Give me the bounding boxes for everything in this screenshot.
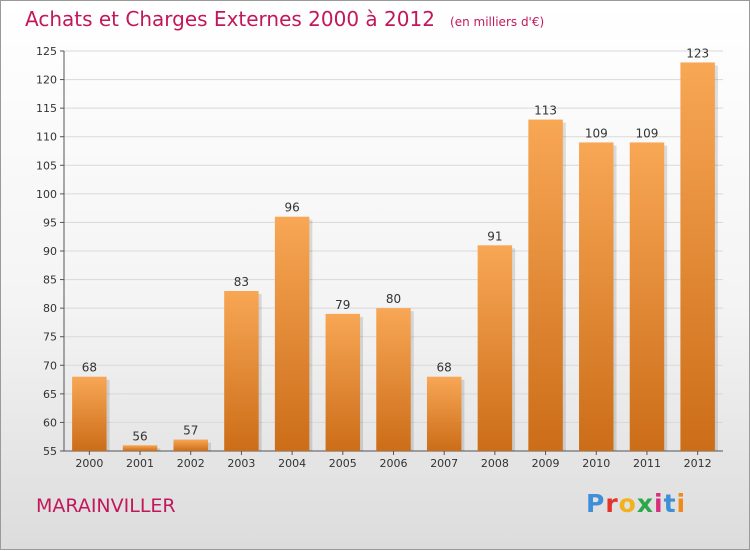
value-label-2012: 123 — [686, 46, 709, 60]
y-tick-label: 120 — [36, 74, 57, 87]
value-label-2000: 68 — [82, 361, 97, 375]
y-tick-label: 55 — [43, 445, 57, 458]
value-label-2009: 113 — [534, 104, 557, 118]
logo-letter: i — [676, 489, 687, 518]
value-label-2003: 83 — [234, 275, 249, 289]
y-tick-label: 110 — [36, 131, 57, 144]
x-tick-label-2005: 2005 — [329, 457, 357, 470]
proxiti-logo: Proxiti — [586, 489, 686, 518]
x-tick-label-2012: 2012 — [684, 457, 712, 470]
logo-letter: o — [618, 489, 637, 518]
x-tick-label-2007: 2007 — [430, 457, 458, 470]
y-tick-label: 60 — [43, 416, 57, 429]
bar-2008 — [477, 245, 513, 451]
y-tick-label: 115 — [36, 102, 57, 115]
logo-letter: t — [663, 489, 677, 518]
bar-2011 — [629, 142, 665, 451]
x-tick-label-2010: 2010 — [582, 457, 610, 470]
x-tick-label-2001: 2001 — [126, 457, 154, 470]
bar-2002 — [173, 439, 208, 451]
y-tick-label: 85 — [43, 274, 57, 287]
y-tick-label: 70 — [43, 359, 57, 372]
labels: 68 2000 56 2001 57 2002 83 2003 96 2004 79 2005 80 20… — [75, 46, 711, 470]
bar-2010 — [579, 142, 614, 451]
y-tick-label: 75 — [43, 331, 57, 344]
chart-title: Achats et Charges Externes 2000 à 2012 (… — [25, 7, 544, 31]
bar-2000 — [72, 376, 107, 451]
x-tick-label-2004: 2004 — [278, 457, 306, 470]
value-label-2006: 80 — [386, 292, 401, 306]
y-tick-label: 90 — [43, 245, 57, 258]
bars — [72, 62, 718, 452]
chart-unit: (en milliers d'€) — [450, 15, 545, 29]
value-label-2010: 109 — [585, 126, 608, 140]
bar-2005 — [325, 313, 361, 451]
x-tick-label-2000: 2000 — [75, 457, 103, 470]
bar-2001 — [122, 445, 158, 451]
value-label-2001: 56 — [132, 429, 147, 443]
x-tick-label-2008: 2008 — [481, 457, 509, 470]
bar-2004 — [274, 216, 310, 451]
bar-2012 — [680, 62, 715, 452]
x-tick-label-2002: 2002 — [177, 457, 205, 470]
logo-letter: i — [654, 489, 664, 518]
bar-2007 — [426, 376, 462, 451]
logo-letter: P — [586, 489, 606, 518]
x-tick-label-2009: 2009 — [532, 457, 560, 470]
y-tick-label: 65 — [43, 388, 57, 401]
y-tick-label: 95 — [43, 216, 57, 229]
bar-2006 — [376, 308, 411, 451]
logo-letter: x — [636, 489, 654, 518]
value-label-2007: 68 — [437, 361, 452, 375]
commune-name: MARAINVILLER — [36, 495, 176, 517]
logo-letter: r — [605, 489, 619, 518]
y-tick-label: 100 — [36, 188, 57, 201]
value-label-2008: 91 — [487, 229, 502, 243]
bar-2003 — [224, 291, 259, 451]
y-tick-label: 125 — [36, 45, 57, 58]
bar-2009 — [528, 119, 563, 452]
value-label-2002: 57 — [183, 424, 198, 438]
chart-title-text: Achats et Charges Externes 2000 à 2012 — [25, 7, 435, 31]
y-tick-label: 80 — [43, 302, 57, 315]
value-label-2011: 109 — [636, 126, 659, 140]
value-label-2004: 96 — [284, 201, 299, 215]
x-tick-label-2006: 2006 — [380, 457, 408, 470]
value-label-2005: 79 — [335, 298, 350, 312]
x-tick-label-2003: 2003 — [227, 457, 255, 470]
y-tick-label: 105 — [36, 159, 57, 172]
x-tick-label-2011: 2011 — [633, 457, 661, 470]
